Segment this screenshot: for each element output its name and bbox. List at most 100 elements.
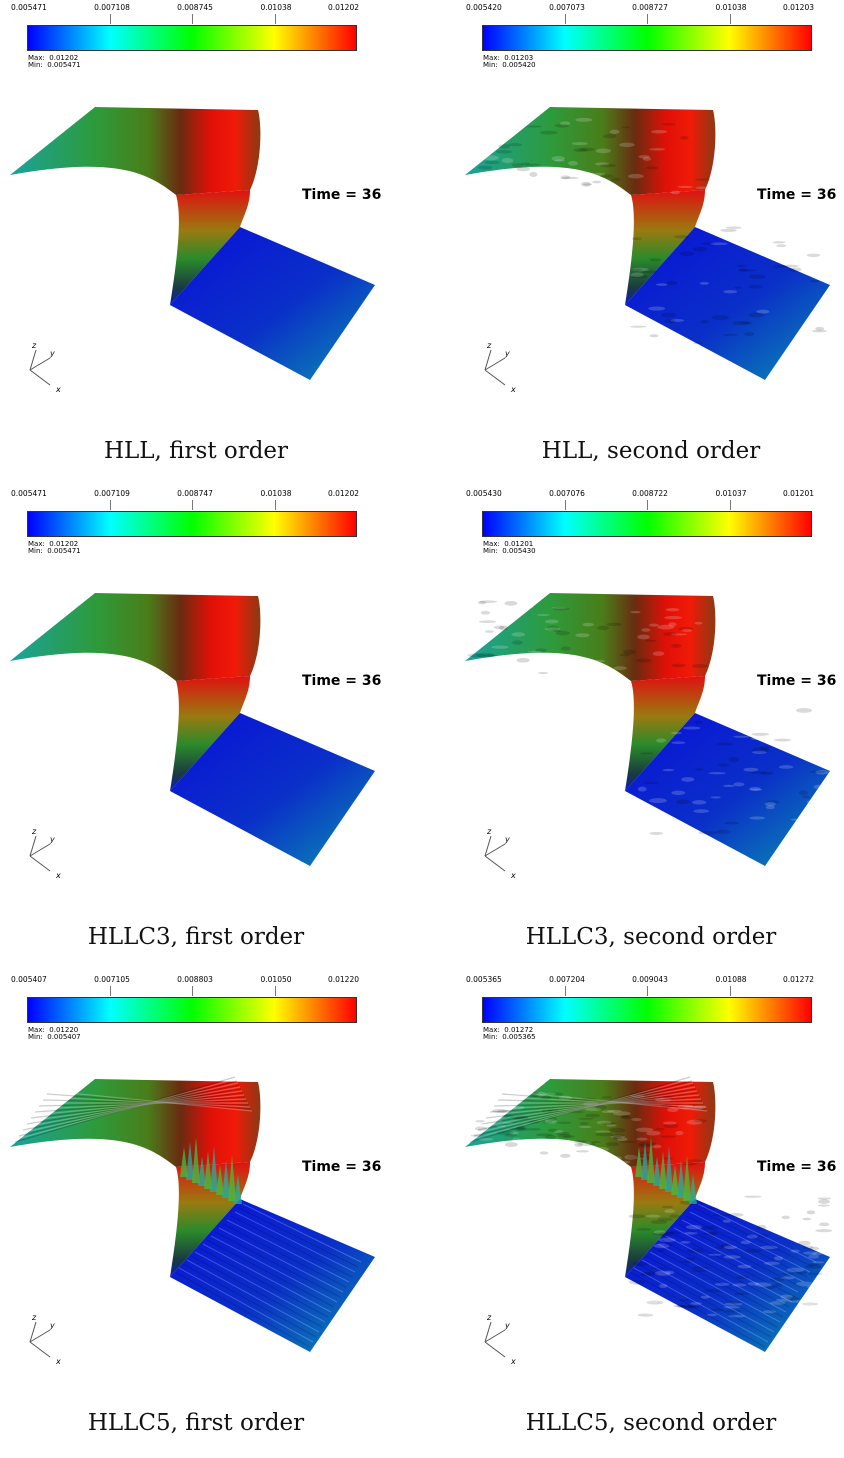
surface-ripple — [527, 650, 542, 653]
surface-ripple — [813, 784, 827, 790]
surface-ripple — [782, 264, 799, 268]
colorbar-ticks: 0.005365 0.007204 0.009043 0.01088 0.012… — [463, 975, 815, 987]
surface-ripple — [767, 1224, 786, 1228]
surface-stripe — [242, 1203, 362, 1263]
surface-ripple — [798, 1240, 811, 1246]
colorbar-tick: 0.005420 — [466, 3, 502, 12]
surface-stripe — [178, 1267, 314, 1343]
surface-ripple — [808, 1246, 820, 1251]
surface-ripple — [532, 656, 551, 661]
surface-ripple — [671, 731, 682, 735]
colorbar-tick-mark — [109, 500, 111, 510]
axis-label-z: z — [486, 1313, 492, 1322]
surface-ripple — [590, 172, 606, 176]
colorbar — [482, 997, 812, 1023]
surface-ripple — [724, 821, 740, 825]
surface-stripe — [497, 1099, 705, 1106]
surface-mesh — [10, 107, 375, 380]
axes-triad-icon: z y x — [29, 1313, 61, 1366]
surface-ripple — [536, 1091, 547, 1097]
colorbar-tick-mark — [647, 14, 648, 24]
surface-ripple — [817, 1197, 832, 1200]
surface-stripe — [202, 1243, 332, 1313]
surface-ripple — [776, 244, 787, 248]
surface-ripple — [533, 1141, 548, 1147]
surface-ripple — [554, 123, 569, 128]
colorbar-tick: 0.01038 — [260, 489, 292, 498]
surface-ripple — [695, 186, 709, 190]
colorbar-tick-mark — [274, 14, 276, 24]
surface-ripple — [716, 742, 733, 746]
surface-stripe — [226, 1219, 350, 1283]
surface-ripple — [544, 1134, 557, 1139]
surface-ripple — [756, 309, 770, 314]
surface-ripple — [476, 652, 495, 658]
surface-stripe — [182, 1263, 317, 1338]
surface-stripe — [471, 1078, 692, 1140]
surface-ripple — [641, 350, 656, 354]
surface-ripple — [749, 771, 768, 774]
surface-ripple — [691, 800, 707, 805]
surface-ripple — [546, 1092, 564, 1096]
surface-ripple — [499, 625, 509, 631]
surface-ripple — [764, 802, 776, 807]
surface-ripple — [600, 174, 614, 178]
panel-hll-second: 0.005420 0.007073 0.008727 0.01038 0.012… — [455, 0, 844, 486]
surface-ripple — [665, 1270, 675, 1275]
surface-ripple — [781, 1272, 795, 1276]
surface-ripple — [750, 737, 762, 740]
time-label: Time = 36 — [302, 1159, 382, 1175]
surface-ripple — [772, 241, 786, 244]
surface-ripple — [544, 627, 561, 631]
colorbar-tick: 0.007105 — [94, 975, 130, 984]
surface-stripe — [473, 1080, 693, 1137]
surface-ripple — [666, 280, 678, 286]
colorbar-tick: 0.005471 — [11, 489, 47, 498]
surface-ripple — [536, 613, 550, 616]
surface-ripple — [727, 1201, 744, 1205]
caption: HLL, first order — [103, 438, 289, 464]
surface-ripple — [505, 1091, 523, 1097]
surface-mesh — [10, 1076, 375, 1352]
surface-ripple — [671, 643, 682, 648]
surface-stripe — [633, 1267, 769, 1343]
surface-ripple — [801, 1302, 818, 1306]
surface-ripple — [495, 150, 513, 154]
surface-ripple — [508, 143, 523, 147]
lower-plateau — [170, 1199, 375, 1352]
lower-plateau — [625, 713, 830, 866]
surface-ripple — [530, 1092, 540, 1098]
surface-ripple — [493, 625, 505, 630]
surface-ripple — [798, 1218, 811, 1221]
jump-wall — [170, 676, 250, 791]
caption: HLLC5, second order — [525, 1410, 777, 1436]
colorbar-tick: 0.01088 — [715, 975, 747, 984]
wall-spike — [635, 1147, 643, 1177]
surface-ripple — [785, 1296, 800, 1302]
surface-ripple — [787, 222, 801, 225]
surface-ripple — [671, 663, 686, 668]
surface-ripple — [508, 1127, 527, 1131]
surface-stripe — [637, 1263, 772, 1338]
surface-ripple — [594, 162, 610, 166]
surface-ripple — [692, 246, 708, 252]
wall-spike — [647, 1137, 655, 1183]
surface-ripple — [616, 1137, 628, 1142]
surface-stripe — [693, 1207, 814, 1268]
surface-ripple — [684, 1257, 696, 1261]
surface-ripple — [717, 763, 730, 767]
surface-ripple — [552, 606, 570, 611]
colorbar-tick: 0.01202 — [327, 489, 359, 498]
surface-ripple — [491, 645, 509, 649]
surface-ripple — [623, 649, 637, 655]
surface-ripple — [512, 1115, 529, 1121]
surface-ripple — [681, 777, 695, 782]
surface-ripple — [710, 242, 728, 246]
surface-ripple — [700, 319, 710, 324]
surface-ripple — [610, 1135, 626, 1139]
axes-triad-icon: z y x — [484, 1313, 516, 1366]
surface-ripple — [631, 836, 643, 842]
surface-stripe — [22, 1084, 240, 1131]
surface-ripple — [662, 1095, 674, 1099]
surface-ripple — [776, 242, 792, 246]
